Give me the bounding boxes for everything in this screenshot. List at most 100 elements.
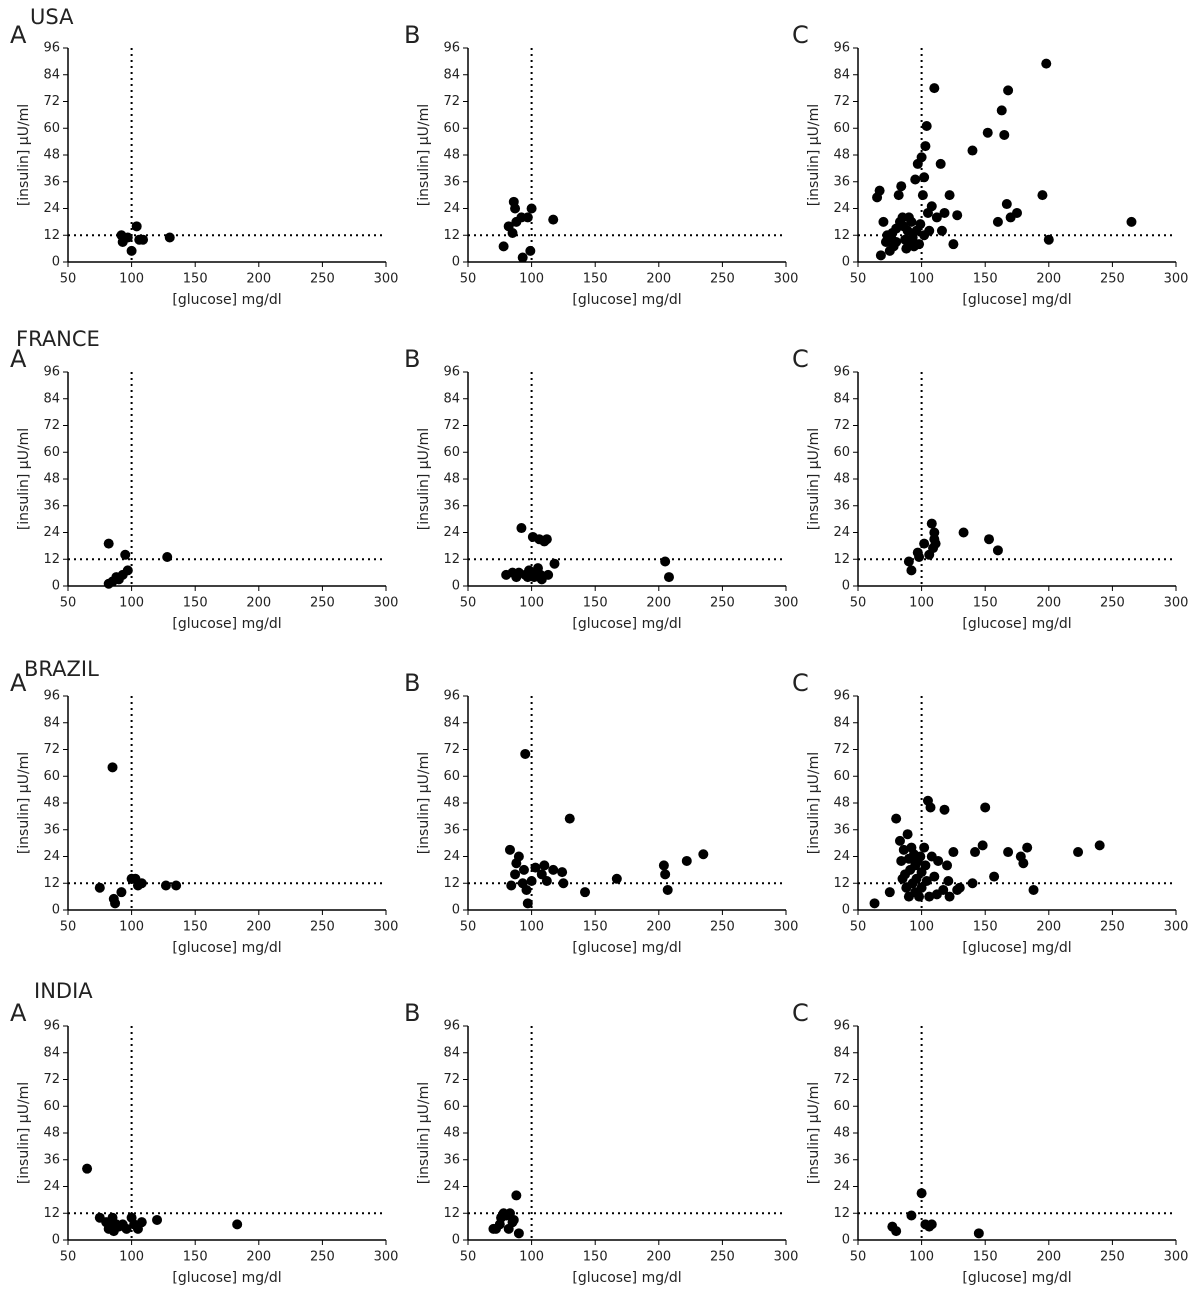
point	[1012, 207, 1022, 218]
y-tick-label: 0	[452, 903, 460, 918]
point	[171, 880, 182, 891]
y-tick-label: 0	[842, 1233, 850, 1248]
x-tick-label: 250	[710, 596, 735, 611]
y-tick-label: 96	[443, 41, 460, 56]
y-tick-label: 36	[443, 822, 460, 837]
y-tick-label: 48	[43, 1126, 60, 1141]
x-tick-label: 300	[1164, 272, 1189, 287]
point	[513, 851, 524, 862]
x-tick-label: 200	[646, 272, 671, 287]
point	[915, 219, 926, 230]
point	[94, 882, 105, 893]
point	[1003, 85, 1014, 96]
x-tick-label: 300	[374, 1250, 399, 1265]
y-axis-label: [insulin] μU/ml	[416, 104, 432, 206]
point	[925, 802, 936, 813]
point	[160, 880, 171, 891]
y-axis-label: [insulin] μU/ml	[16, 1082, 32, 1184]
y-tick-label: 60	[43, 769, 60, 784]
y-tick-label: 24	[43, 1179, 60, 1194]
country-heading: FRANCE	[16, 327, 100, 351]
y-axis-label: [insulin] μU/ml	[806, 752, 822, 854]
point	[992, 545, 1003, 556]
point	[136, 878, 147, 889]
point	[891, 236, 902, 247]
point	[921, 121, 932, 132]
y-tick-label: 72	[833, 94, 850, 109]
x-tick-label: 150	[183, 1250, 208, 1265]
point	[973, 1228, 984, 1239]
point	[136, 1217, 147, 1228]
point	[541, 534, 552, 545]
point	[916, 152, 927, 163]
point	[924, 891, 935, 902]
point	[896, 181, 907, 192]
point	[662, 884, 673, 895]
point	[658, 860, 669, 871]
point	[1094, 840, 1105, 851]
point	[944, 190, 955, 201]
x-tick-label: 300	[1164, 1250, 1189, 1265]
x-tick-label: 150	[973, 272, 998, 287]
x-tick-label: 250	[710, 920, 735, 935]
x-tick-label: 250	[710, 1250, 735, 1265]
point	[232, 1219, 243, 1230]
y-tick-label: 96	[443, 1019, 460, 1034]
x-tick-label: 100	[119, 596, 144, 611]
y-tick-label: 12	[443, 1206, 460, 1221]
x-tick-label: 100	[909, 596, 934, 611]
y-tick-label: 60	[833, 769, 850, 784]
y-tick-label: 0	[842, 579, 850, 594]
x-tick-label: 200	[646, 1250, 671, 1265]
point	[525, 245, 536, 256]
y-tick-label: 96	[43, 365, 60, 380]
point	[611, 873, 622, 884]
y-tick-label: 96	[833, 41, 850, 56]
y-tick-label: 48	[443, 148, 460, 163]
point	[549, 558, 560, 569]
y-tick-label: 36	[43, 498, 60, 513]
point	[681, 855, 692, 866]
point	[999, 129, 1010, 140]
y-tick-label: 48	[443, 1126, 460, 1141]
y-tick-label: 0	[452, 255, 460, 270]
point	[522, 212, 533, 223]
y-tick-label: 24	[43, 525, 60, 540]
point	[916, 1188, 927, 1199]
point	[935, 158, 946, 169]
x-tick-label: 300	[774, 272, 799, 287]
y-tick-label: 96	[443, 689, 460, 704]
y-tick-label: 60	[443, 769, 460, 784]
panel-letter: C	[792, 669, 809, 697]
point	[984, 534, 995, 545]
point	[869, 898, 880, 909]
y-axis-label: [insulin] μU/ml	[416, 1082, 432, 1184]
point	[131, 221, 142, 232]
point	[992, 216, 1003, 227]
y-tick-label: 24	[443, 1179, 460, 1194]
x-axis-label: [glucose] mg/dl	[962, 940, 1071, 956]
x-tick-label: 200	[1036, 596, 1061, 611]
point	[116, 887, 127, 898]
x-tick-label: 50	[460, 272, 477, 287]
y-tick-label: 84	[443, 67, 460, 82]
x-tick-label: 100	[909, 272, 934, 287]
point	[884, 887, 895, 898]
y-tick-label: 96	[833, 365, 850, 380]
x-axis-label: [glucose] mg/dl	[572, 940, 681, 956]
x-tick-label: 200	[646, 596, 671, 611]
y-tick-label: 48	[443, 796, 460, 811]
point	[944, 891, 955, 902]
y-tick-label: 60	[833, 121, 850, 136]
point	[660, 556, 671, 567]
x-tick-label: 250	[310, 596, 335, 611]
x-axis-label: [glucose] mg/dl	[172, 292, 281, 308]
point	[513, 1228, 524, 1239]
point	[914, 891, 925, 902]
point	[663, 572, 674, 583]
y-tick-label: 84	[43, 1045, 60, 1060]
x-tick-label: 100	[519, 272, 544, 287]
y-tick-label: 0	[842, 255, 850, 270]
panel-letter: B	[404, 669, 420, 697]
point	[902, 829, 913, 840]
